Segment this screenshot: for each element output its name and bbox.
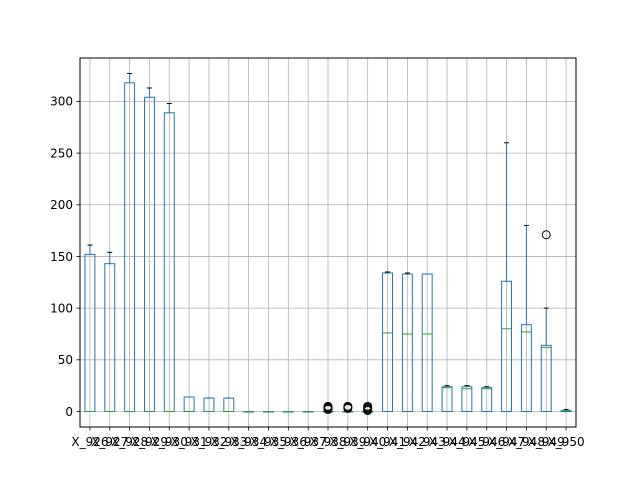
box-X_933 (223, 397, 235, 412)
grid (80, 58, 576, 427)
x-tick-label: X_935 (250, 435, 287, 449)
box-X_929 (143, 87, 155, 412)
box-X_931 (183, 396, 195, 412)
box-X_949 (540, 230, 552, 412)
box-X_927 (104, 251, 116, 412)
y-tick-label: 250 (50, 146, 73, 160)
outlier-point (541, 230, 551, 240)
y-tick-label: 200 (50, 198, 73, 212)
box-body (481, 387, 493, 412)
x-tick-label: X_938 (309, 435, 346, 449)
y-tick-label: 150 (50, 250, 73, 264)
box-body (441, 386, 453, 412)
x-tick-label: X_945 (448, 435, 485, 449)
box-body (520, 324, 532, 412)
box-body (382, 272, 393, 412)
x-tick-label: X_946 (468, 435, 505, 449)
box-X_946 (481, 386, 493, 412)
boxes (84, 73, 572, 415)
box-X_936 (282, 410, 294, 413)
box-body (421, 273, 433, 412)
x-tick-label: X_928 (111, 435, 148, 449)
box-X_932 (203, 397, 215, 412)
box-body (401, 273, 413, 412)
y-tick-label: 0 (65, 405, 73, 419)
box-X_928 (124, 73, 136, 412)
box-X_934 (243, 410, 255, 413)
x-tick-label: X_943 (409, 435, 446, 449)
box-X_938 (322, 401, 334, 414)
y-tick-label: 50 (58, 353, 73, 367)
y-axis: 0 50 100 150 200 250 300 (50, 95, 80, 419)
x-tick-label: X_939 (329, 435, 366, 449)
box-X_930 (163, 102, 175, 412)
x-tick-label: X_949 (528, 435, 565, 449)
x-tick-label: X_937 (290, 435, 327, 449)
box-X_926 (84, 244, 96, 412)
box-X_944 (441, 385, 453, 412)
x-tick-label: X_932 (190, 435, 227, 449)
box-X_937 (302, 410, 314, 413)
x-tick-label: X_927 (91, 435, 128, 449)
y-tick-label: 100 (50, 301, 73, 315)
x-tick-label: X_934 (230, 435, 267, 449)
x-tick-label: X_944 (428, 435, 465, 449)
outlier-point (343, 401, 353, 411)
box-body (461, 386, 473, 412)
x-tick-label: X_931 (171, 435, 208, 449)
y-tick-label: 300 (50, 95, 73, 109)
x-axis: X_926X_927X_928X_929X_930X_931X_932X_933… (71, 427, 585, 449)
box-X_948 (520, 224, 532, 412)
x-tick-label: X_942 (389, 435, 426, 449)
box-X_942 (401, 272, 413, 412)
box-X_939 (342, 401, 354, 413)
x-tick-label: X_933 (210, 435, 247, 449)
box-body (540, 344, 552, 412)
box-X_941 (382, 271, 393, 412)
box-X_943 (421, 273, 433, 412)
x-tick-label: X_929 (131, 435, 168, 449)
box-body (501, 280, 513, 412)
x-tick-label: X_930 (151, 435, 188, 449)
box-X_947 (501, 142, 513, 412)
x-tick-label: X_926 (71, 435, 108, 449)
x-tick-label: X_936 (270, 435, 307, 449)
box-X_940 (362, 401, 374, 415)
outlier-point (323, 401, 333, 411)
box-X_950 (560, 408, 572, 412)
box-X_945 (461, 385, 473, 412)
x-tick-label: X_948 (508, 435, 545, 449)
outlier-point (363, 401, 373, 411)
x-tick-label: X_947 (488, 435, 525, 449)
x-tick-label: X_940 (349, 435, 386, 449)
x-tick-label: X_950 (548, 435, 585, 449)
x-tick-label: X_941 (369, 435, 406, 449)
box-X_935 (263, 410, 274, 413)
